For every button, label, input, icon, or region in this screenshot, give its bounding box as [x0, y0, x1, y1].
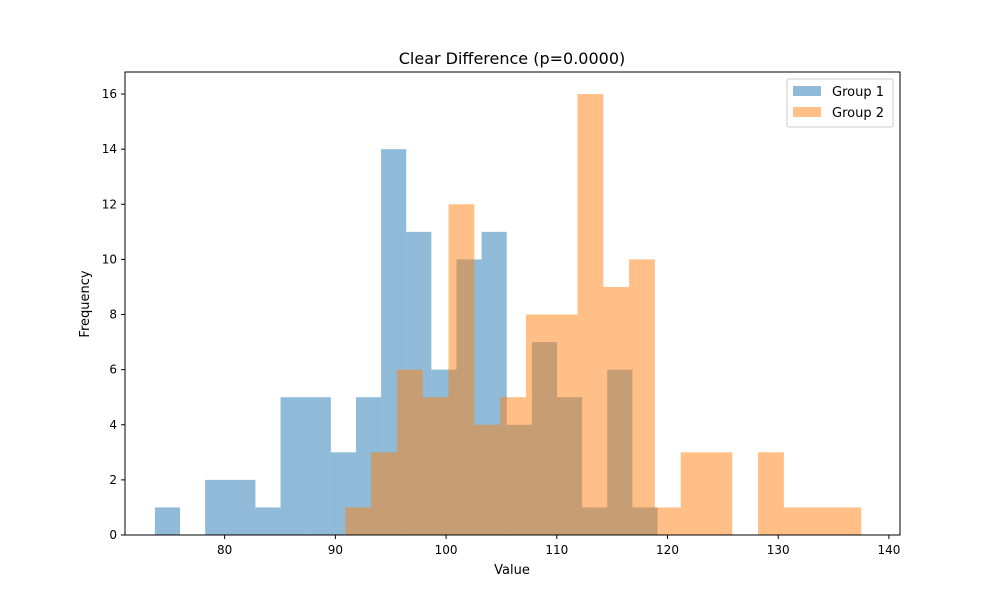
- bar-series-1-bin-7: [305, 397, 331, 535]
- y-tick-label: 10: [102, 252, 117, 266]
- y-tick-label: 6: [109, 363, 117, 377]
- y-tick-label: 16: [102, 87, 117, 101]
- x-tick-label: 110: [545, 543, 568, 557]
- legend: Group 1 Group 2: [786, 78, 894, 128]
- bar-series-2-bin-3: [396, 369, 423, 535]
- bar-series-2-bin-13: [654, 507, 681, 535]
- bar-series-2-bin-14: [680, 452, 707, 535]
- bar-series-2-bin-11: [603, 286, 630, 535]
- x-tick-label: 140: [877, 543, 900, 557]
- y-tick-label: 2: [109, 473, 117, 487]
- x-tick-label: 100: [435, 543, 458, 557]
- y-tick-label: 14: [102, 142, 117, 156]
- bar-series-1-bin-5: [255, 507, 281, 535]
- x-axis-label: Value: [494, 563, 530, 578]
- legend-swatch-1: [793, 86, 821, 96]
- bar-series-2-bin-17: [758, 452, 784, 535]
- y-tick-label: 4: [109, 418, 117, 432]
- y-axis-label: Frequency: [78, 270, 93, 337]
- bar-series-1-bin-4: [230, 479, 256, 535]
- bar-series-1-bin-1: [154, 507, 181, 535]
- y-tick-label: 0: [109, 528, 117, 542]
- bar-series-1-bin-3: [205, 479, 231, 535]
- legend-label-1: Group 1: [832, 85, 884, 100]
- bar-series-2-bin-19: [809, 507, 836, 535]
- legend-swatch-2: [793, 107, 821, 117]
- x-tick-label: 80: [217, 543, 232, 557]
- x-tick-label: 120: [656, 543, 679, 557]
- bar-series-2-bin-18: [783, 507, 810, 535]
- bar-series-2-bin-10: [577, 94, 604, 536]
- plot-frame: [124, 71, 901, 536]
- x-tick-label: 130: [767, 543, 790, 557]
- bar-series-2-bin-8: [525, 314, 552, 535]
- bar-series-2-bin-7: [500, 397, 526, 535]
- y-tick-label: 8: [109, 308, 117, 322]
- bar-series-2-bin-4: [422, 397, 449, 535]
- legend-label-2: Group 2: [832, 106, 884, 121]
- x-tick-label: 90: [328, 543, 343, 557]
- bar-series-2-bin-15: [706, 452, 733, 535]
- bar-series-2-bin-9: [551, 314, 578, 535]
- bar-series-1-bin-6: [280, 397, 306, 535]
- bars-layer: [154, 94, 862, 536]
- bar-series-2-bin-20: [835, 507, 862, 535]
- bar-series-2-bin-1: [345, 507, 372, 535]
- bar-series-2-bin-5: [448, 204, 475, 536]
- bar-series-2-bin-12: [629, 259, 655, 535]
- ticks-layer: 80 90 100 110 120 130 140 0 2 4 6 8 10 12 14 16: [102, 87, 901, 557]
- bar-series-2-bin-6: [474, 424, 501, 535]
- bar-series-2-bin-2: [371, 452, 397, 535]
- chart-title: Clear Difference (p=0.0000): [399, 49, 626, 68]
- axes-layer: [124, 71, 901, 536]
- y-tick-label: 12: [102, 197, 117, 211]
